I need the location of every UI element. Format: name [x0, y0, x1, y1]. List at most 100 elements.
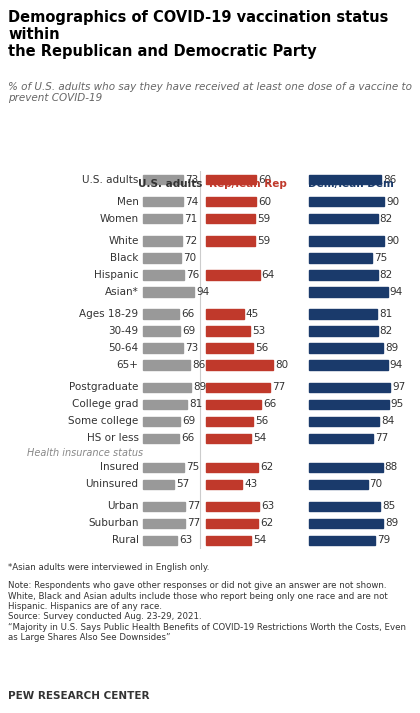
- Text: Women: Women: [100, 214, 139, 224]
- Text: 72: 72: [184, 236, 197, 246]
- Bar: [309, 434, 373, 443]
- Text: 97: 97: [392, 382, 406, 392]
- Bar: [206, 519, 258, 528]
- Text: 81: 81: [189, 399, 202, 409]
- Text: 85: 85: [382, 501, 396, 511]
- Text: 73: 73: [185, 343, 198, 353]
- Bar: [309, 327, 378, 336]
- Text: 56: 56: [255, 343, 268, 353]
- Bar: [309, 519, 383, 528]
- Bar: [143, 519, 185, 528]
- Text: Note: Respondents who gave other responses or did not give an answer are not sho: Note: Respondents who gave other respons…: [8, 581, 407, 642]
- Bar: [309, 214, 378, 223]
- Text: 59: 59: [257, 214, 271, 224]
- Text: 94: 94: [390, 360, 403, 370]
- Bar: [143, 253, 181, 262]
- Text: 77: 77: [187, 518, 200, 528]
- Text: 76: 76: [186, 270, 199, 280]
- Bar: [143, 361, 190, 370]
- Bar: [143, 197, 183, 207]
- Bar: [143, 175, 183, 185]
- Text: Demographics of COVID-19 vaccination status within
the Republican and Democratic: Demographics of COVID-19 vaccination sta…: [8, 10, 389, 59]
- Bar: [143, 287, 194, 297]
- Bar: [309, 480, 368, 489]
- Bar: [309, 416, 379, 426]
- Bar: [206, 197, 256, 207]
- Bar: [143, 502, 185, 511]
- Bar: [309, 236, 384, 245]
- Bar: [309, 253, 372, 262]
- Text: Men: Men: [117, 197, 139, 207]
- Text: 62: 62: [260, 518, 273, 528]
- Text: Some college: Some college: [68, 416, 139, 426]
- Text: *Asian adults were interviewed in English only.: *Asian adults were interviewed in Englis…: [8, 563, 210, 573]
- Text: 82: 82: [380, 214, 393, 224]
- Bar: [206, 309, 244, 319]
- Bar: [206, 480, 242, 489]
- Text: 88: 88: [385, 462, 398, 472]
- Text: 63: 63: [261, 501, 274, 511]
- Text: Urban: Urban: [107, 501, 139, 511]
- Text: 75: 75: [186, 462, 199, 472]
- Text: 53: 53: [252, 326, 266, 336]
- Bar: [309, 309, 377, 319]
- Text: 89: 89: [386, 343, 399, 353]
- Bar: [309, 463, 383, 472]
- Text: U.S. adults: U.S. adults: [138, 179, 202, 189]
- Bar: [309, 270, 378, 279]
- Text: 74: 74: [185, 197, 199, 207]
- Text: 70: 70: [183, 253, 196, 263]
- Bar: [309, 175, 381, 185]
- Text: Black: Black: [110, 253, 139, 263]
- Bar: [143, 416, 181, 426]
- Bar: [143, 309, 179, 319]
- Text: 81: 81: [379, 309, 392, 319]
- Bar: [143, 214, 181, 223]
- Bar: [309, 344, 383, 353]
- Text: % of U.S. adults who say they have received at least one dose of a vaccine to
pr: % of U.S. adults who say they have recei…: [8, 81, 412, 103]
- Bar: [309, 400, 388, 409]
- Text: 77: 77: [375, 434, 389, 443]
- Bar: [206, 270, 260, 279]
- Text: 66: 66: [181, 434, 194, 443]
- Text: 60: 60: [258, 197, 271, 207]
- Text: 82: 82: [380, 326, 393, 336]
- Text: 70: 70: [370, 479, 383, 489]
- Text: 50-64: 50-64: [108, 343, 139, 353]
- Text: 45: 45: [246, 309, 259, 319]
- Text: 86: 86: [383, 175, 396, 185]
- Text: 73: 73: [185, 175, 198, 185]
- Text: U.S. adults: U.S. adults: [82, 175, 139, 185]
- Text: 63: 63: [179, 535, 192, 545]
- Text: 90: 90: [386, 236, 399, 246]
- Text: 30-49: 30-49: [108, 326, 139, 336]
- Bar: [206, 236, 255, 245]
- Text: College grad: College grad: [72, 399, 139, 409]
- Bar: [206, 434, 251, 443]
- Bar: [206, 502, 259, 511]
- Bar: [309, 535, 375, 545]
- Text: 75: 75: [374, 253, 387, 263]
- Text: 59: 59: [257, 236, 271, 246]
- Bar: [143, 400, 187, 409]
- Bar: [206, 361, 273, 370]
- Text: 79: 79: [377, 535, 391, 545]
- Text: 66: 66: [181, 309, 194, 319]
- Text: 60: 60: [258, 175, 271, 185]
- Bar: [143, 535, 177, 545]
- Bar: [206, 416, 253, 426]
- Bar: [143, 480, 174, 489]
- Bar: [206, 535, 251, 545]
- Text: 86: 86: [192, 360, 205, 370]
- Text: Insured: Insured: [100, 462, 139, 472]
- Bar: [206, 463, 258, 472]
- Text: Hispanic: Hispanic: [94, 270, 139, 280]
- Text: 77: 77: [273, 382, 286, 392]
- Text: PEW RESEARCH CENTER: PEW RESEARCH CENTER: [8, 691, 150, 701]
- Text: 94: 94: [390, 287, 403, 297]
- Text: Health insurance status: Health insurance status: [27, 448, 143, 458]
- Text: 89: 89: [386, 518, 399, 528]
- Text: 94: 94: [196, 287, 210, 297]
- Bar: [143, 327, 181, 336]
- Text: 56: 56: [255, 416, 268, 426]
